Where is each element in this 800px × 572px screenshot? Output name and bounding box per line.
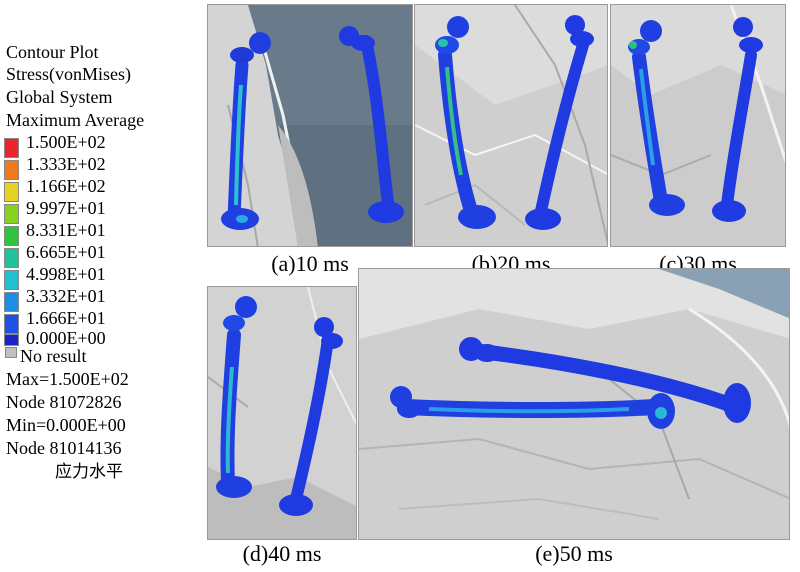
legend-value: 4.998E+01 [26, 264, 106, 284]
legend-stress-level-label: 应力水平 [55, 462, 123, 482]
legend-value: 1.166E+02 [26, 176, 106, 196]
femur-render-a [208, 5, 412, 246]
legend-swatch [4, 226, 19, 246]
panel-c-30ms [610, 4, 786, 247]
legend-swatch [4, 270, 19, 290]
legend-value: 1.333E+02 [26, 154, 106, 174]
legend-value: 1.500E+02 [26, 132, 106, 152]
legend-swatch [4, 334, 19, 346]
legend-max-node: Node 81072826 [6, 392, 122, 412]
legend-value: 0.000E+00 [26, 328, 106, 348]
legend-value: 1.666E+01 [26, 308, 106, 328]
legend-title-4: Maximum Average [6, 110, 145, 130]
panel-b-20ms [414, 4, 608, 247]
legend-swatch [4, 248, 19, 268]
panel-e-50ms [358, 268, 790, 540]
femur-render-d [208, 287, 356, 539]
legend-swatch [4, 182, 19, 202]
femur-render-c [611, 5, 785, 246]
legend-swatch [4, 160, 19, 180]
legend-swatch [4, 138, 19, 158]
panel-a-10ms [207, 4, 413, 247]
legend-swatch [4, 314, 19, 334]
panel-d-40ms [207, 286, 357, 540]
femur-render-b [415, 5, 607, 246]
legend-value: 3.332E+01 [26, 286, 106, 306]
caption-a: (a)10 ms [271, 251, 349, 276]
legend-value: 8.331E+01 [26, 220, 106, 240]
caption-d: (d)40 ms [242, 541, 322, 566]
legend-swatch [4, 204, 19, 224]
legend-swatch [4, 292, 19, 312]
legend-value: 9.997E+01 [26, 198, 106, 218]
legend-title-3: Global System [6, 87, 113, 107]
legend-min: Min=0.000E+00 [6, 415, 126, 435]
femur-render-e [359, 269, 789, 539]
legend-swatch-no-result [5, 347, 17, 358]
legend-title-2: Stress(vonMises) [6, 64, 131, 84]
caption-e: (e)50 ms [535, 541, 613, 566]
legend-min-node: Node 81014136 [6, 438, 122, 458]
legend-no-result-label: No result [20, 346, 87, 366]
stress-legend: Contour Plot Stress(vonMises) Global Sys… [0, 0, 200, 572]
legend-title-1: Contour Plot [6, 42, 99, 62]
legend-value: 6.665E+01 [26, 242, 106, 262]
legend-max: Max=1.500E+02 [6, 369, 129, 389]
